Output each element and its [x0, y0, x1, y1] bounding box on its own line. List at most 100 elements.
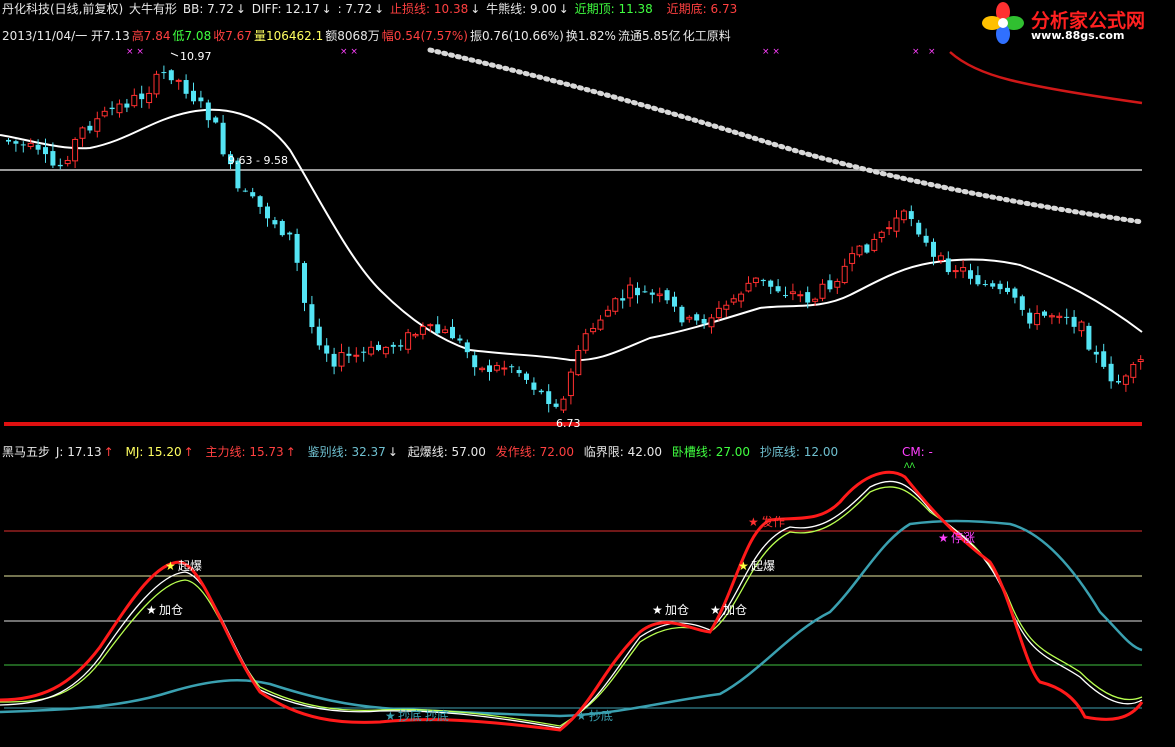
candle-body [752, 277, 759, 284]
candle-body [479, 367, 486, 371]
candle-body [427, 324, 434, 327]
candle-body [57, 164, 63, 167]
candle-body [864, 244, 870, 253]
candle-body [553, 403, 559, 407]
down-arrow-icon: ↓ [374, 2, 385, 16]
candle-body [191, 90, 196, 102]
star-icon: ★ [146, 603, 157, 617]
indicator-header: 黑马五步 J: 17.13 ↑ MJ: 15.20 ↑ 主力线: 15.73 ↑ 鉴别… [2, 444, 935, 460]
candle-body [1042, 311, 1047, 316]
candle-body [856, 245, 863, 256]
star-icon: ★ [938, 531, 949, 545]
star-icon: ★ [385, 709, 396, 723]
up-arrow-icon: ↑ [285, 445, 296, 459]
svg-text:× ×: × × [340, 47, 358, 57]
signal-fazuo: 发作 [761, 514, 785, 529]
candle-body [715, 307, 722, 319]
candle-body [812, 298, 819, 302]
down-arrow-icon: ↓ [387, 445, 398, 459]
candle-body [531, 382, 537, 390]
candle-body [612, 298, 619, 312]
critical-line-value: 临界限: 42.00 [583, 445, 663, 459]
candle-body [1086, 325, 1092, 350]
signal-chaodi-2: 抄底 [398, 708, 422, 723]
candle-body [524, 373, 529, 380]
candle-body [450, 326, 455, 339]
candle-body [871, 238, 878, 251]
star-icon: ★ [165, 559, 176, 573]
signal-qibao-2: 起爆 [751, 559, 775, 573]
red-top-curve [949, 51, 1143, 105]
candle-body [198, 97, 204, 102]
candle-body [287, 232, 293, 235]
candle-body [730, 298, 737, 303]
bull-bear-value: 牛熊线: 9.00 [486, 2, 557, 16]
signal-jiacang-3: 加仓 [723, 603, 747, 617]
signal-ting: 停涨 [951, 530, 975, 545]
chart-header-line1: 丹化科技(日线,前复权) 大牛有形 BB: 7.72 ↓ DIFF: 12.17 ↓… [2, 1, 739, 17]
candle-body [841, 265, 848, 284]
candle-body [656, 293, 663, 297]
candle-body [487, 365, 492, 372]
candle-body [827, 280, 833, 290]
svg-text:× ×: × × [762, 47, 780, 57]
candle-body [1137, 359, 1144, 362]
candle-body [834, 280, 841, 288]
candle-body [279, 220, 285, 236]
signal-jiacang-2: 加仓 [665, 603, 689, 617]
candle-body [1056, 315, 1063, 318]
chart-header-line2: 2013/11/04/一 开7.13 高7.84 低7.08 收7.67 量106462… [2, 28, 733, 44]
candle-body [1019, 296, 1025, 310]
candle-body [635, 287, 640, 296]
candle-body [679, 306, 685, 323]
candle-body [265, 206, 270, 219]
candle-body [968, 270, 973, 279]
candle-body [1078, 321, 1085, 332]
candle-body [220, 122, 226, 155]
candle-body [20, 144, 26, 146]
indicator-chart: ★ 起爆 ★ 加仓 ★ 加仓 ★ 加仓 ★ 起爆 ★ 发作 ★ 停涨 ★ 抄底 … [0, 462, 1144, 732]
candle-body [708, 317, 715, 328]
colon-value: : 7.72 [337, 2, 373, 16]
candle-body [1034, 313, 1041, 326]
candle-body [183, 80, 189, 94]
candle-body [694, 314, 700, 321]
j-line [0, 480, 1143, 729]
candle-body [146, 92, 153, 104]
candle-body [893, 217, 900, 232]
cm-value: CM: - [901, 445, 933, 459]
candle-body [975, 275, 981, 285]
candle-body [213, 117, 219, 123]
candle-body [775, 286, 781, 292]
candle-body [805, 292, 811, 303]
j-value: J: 17.13 [55, 445, 102, 459]
candle-body [398, 345, 404, 347]
candle-body [797, 294, 804, 297]
candle-body [760, 279, 766, 282]
svg-text:×: × [928, 47, 936, 57]
candle-body [257, 196, 263, 207]
candle-body [997, 283, 1003, 290]
candle-body [109, 107, 115, 110]
mj-value: MJ: 15.20 [125, 445, 182, 459]
candle-body [1116, 381, 1121, 383]
candle-body [457, 338, 463, 341]
candle-body [175, 79, 182, 82]
candle-body [590, 327, 597, 333]
bottom-line-value: 抄底线: 12.00 [759, 445, 839, 459]
formula-name: 大牛有形 [129, 2, 178, 16]
candle-body [582, 333, 589, 351]
candle-body [1071, 316, 1077, 327]
candle-body [235, 160, 241, 189]
star-icon: ★ [710, 603, 721, 617]
candle-body [472, 355, 478, 368]
candle-body [435, 324, 441, 334]
candle-body [27, 142, 34, 147]
candle-body [672, 296, 677, 307]
close-price: 收7.67 [213, 29, 252, 43]
candle-body [390, 344, 396, 347]
candle-body [361, 351, 367, 353]
down-arrow-icon: ↓ [558, 2, 569, 16]
signal-labels: ★ 起爆 ★ 加仓 ★ 加仓 ★ 加仓 ★ 起爆 ★ 发作 ★ 停涨 ★ 抄底 … [146, 514, 975, 723]
candle-body [228, 154, 233, 165]
